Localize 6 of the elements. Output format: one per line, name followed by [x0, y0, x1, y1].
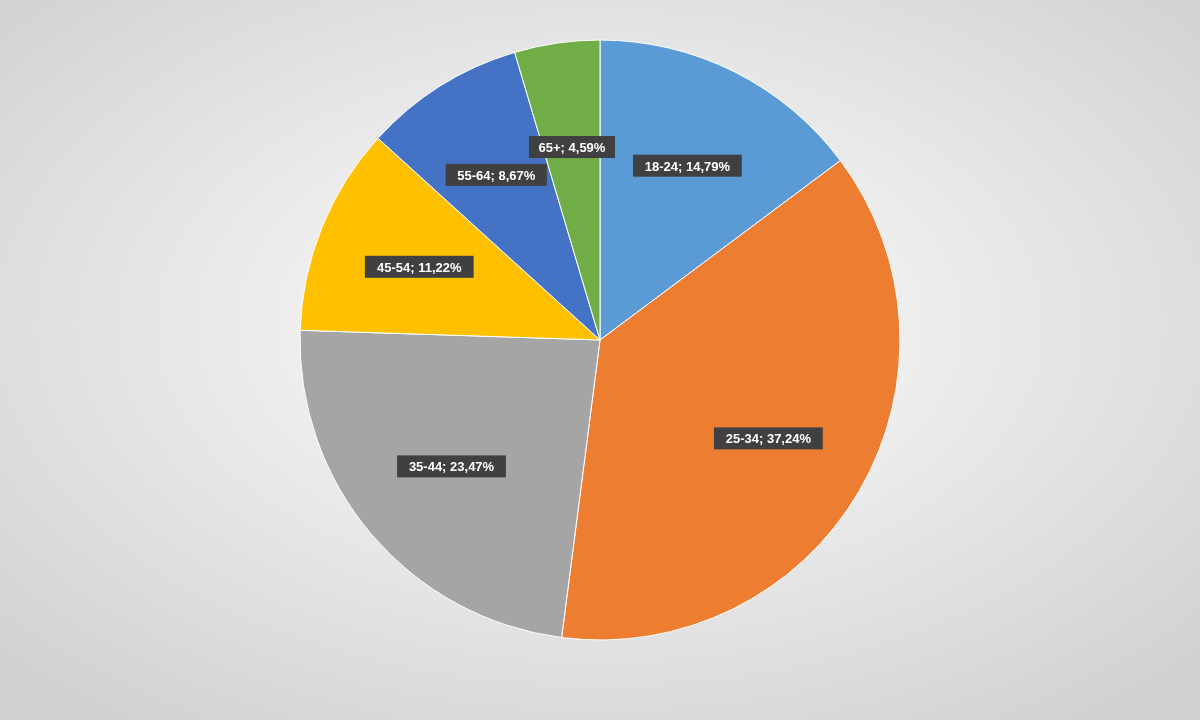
- slice-label: 18-24; 14,79%: [644, 158, 731, 174]
- slice-label: 45-54; 11,22%: [376, 259, 462, 275]
- slice-label: 65+; 4,59%: [538, 140, 606, 156]
- slice-label: 55-64; 8,67%: [457, 167, 536, 183]
- slice-label: 25-34; 37,24%: [725, 431, 812, 447]
- slice-label: 35-44; 23,47%: [408, 459, 495, 475]
